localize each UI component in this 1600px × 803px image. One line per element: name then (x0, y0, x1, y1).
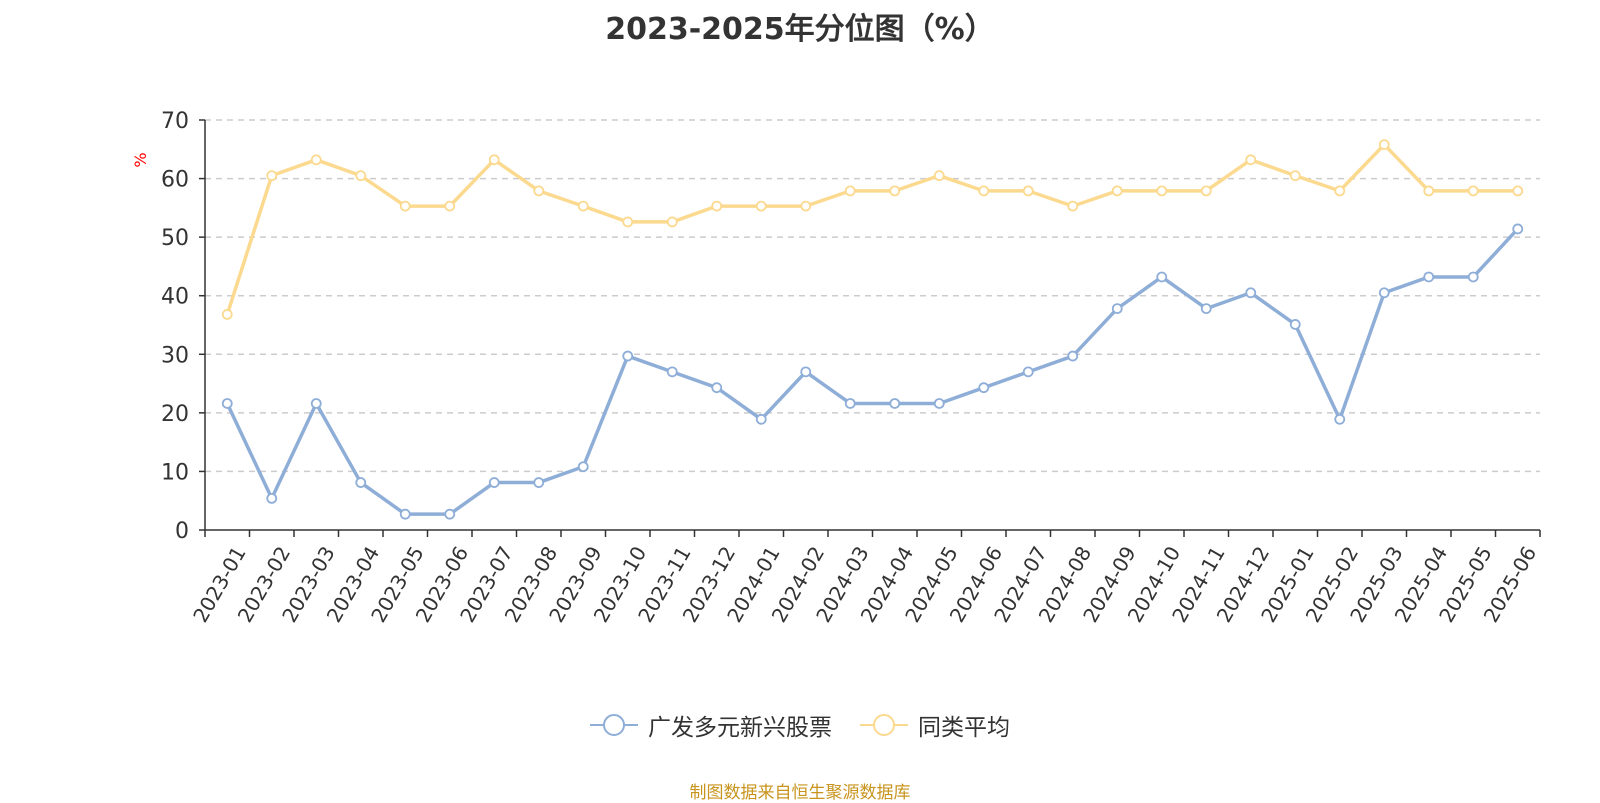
series-1-point-2024-06 (978, 382, 990, 394)
series-1-point-2023-03 (310, 398, 322, 409)
series-2-point-2023-02 (266, 170, 278, 182)
chart-title: 2023-2025年分位图（%） (605, 12, 995, 47)
series-2-point-2023-10 (622, 216, 634, 228)
series-1-point-2023-12 (711, 382, 723, 394)
series-2-point-2023-06 (444, 200, 456, 212)
legend-item-series-2[interactable]: 同类平均 (860, 708, 1010, 742)
series-2-point-2024-10 (1156, 185, 1168, 197)
series-2-point-2024-11 (1200, 185, 1212, 197)
series-1-point-2024-11 (1200, 303, 1212, 315)
series-1-point-2025-06 (1512, 223, 1524, 235)
series-1-point-2024-12 (1245, 287, 1257, 299)
series-1-point-2023-10 (622, 350, 634, 362)
series-1-point-2024-05 (933, 398, 945, 409)
series-2-point-2025-03 (1378, 139, 1390, 151)
y-tick-label-50: 50 (161, 226, 189, 251)
y-tick-label-10: 10 (161, 460, 189, 485)
axes (204, 120, 1540, 531)
series-2-point-2024-01 (755, 200, 767, 212)
series-2-point-2025-01 (1289, 170, 1301, 182)
series-2-point-2024-12 (1245, 154, 1257, 166)
series-2-point-2023-01 (221, 309, 233, 320)
series-1-point-2024-07 (1022, 366, 1034, 378)
series-2-point-2023-11 (666, 216, 678, 228)
series-1-point-2025-05 (1467, 271, 1479, 283)
series-2 (221, 139, 1524, 320)
series-1-point-2025-02 (1334, 413, 1346, 425)
series-1-point-2024-08 (1067, 350, 1079, 362)
series-2-point-2023-05 (399, 200, 411, 212)
y-axis-unit: % (131, 152, 150, 167)
series-1-point-2024-03 (844, 398, 856, 409)
series-2-point-2024-06 (978, 185, 990, 197)
series-2-point-2023-04 (355, 170, 367, 182)
legend-label-series-2: 同类平均 (918, 715, 1010, 741)
y-tick-label-60: 60 (161, 168, 189, 193)
series-2-point-2024-09 (1111, 185, 1123, 197)
series-2-point-2025-02 (1334, 185, 1346, 197)
series-1 (221, 223, 1524, 520)
line-chart: 0 10 20 30 40 50 60 70 2023-012023-022023-03202… (131, 109, 1541, 626)
series-2-point-2023-08 (533, 185, 545, 197)
series-2-point-2024-05 (933, 170, 945, 182)
legend-item-series-1[interactable]: 广发多元新兴股票 (590, 708, 832, 742)
x-tick-labels: 2023-012023-022023-032023-042023-052023-… (188, 530, 1541, 626)
series-2-point-2023-12 (711, 200, 723, 212)
y-tick-labels: 0 10 20 30 40 50 60 70 (161, 109, 205, 544)
grid-lines (205, 119, 1540, 473)
series-2-point-2025-06 (1512, 185, 1524, 197)
series-1-point-2024-01 (755, 413, 767, 425)
y-tick-label-20: 20 (161, 402, 189, 427)
series-2-point-2025-04 (1423, 185, 1435, 197)
series-1-point-2024-09 (1111, 303, 1123, 315)
series-1-point-2023-01 (221, 398, 233, 409)
series-2-line (225, 142, 1518, 315)
series-2-point-2024-07 (1022, 185, 1034, 197)
series-1-point-2025-04 (1423, 271, 1435, 283)
y-tick-label-40: 40 (161, 285, 189, 310)
series-2-point-2025-05 (1467, 185, 1479, 197)
series-2-point-2024-03 (844, 185, 856, 197)
legend: 广发多元新兴股票 同类平均 (0, 708, 1600, 742)
series-2-point-2024-04 (889, 185, 901, 197)
series-group (221, 139, 1524, 520)
series-1-point-2023-08 (533, 477, 545, 488)
y-tick-label-30: 30 (161, 343, 189, 368)
series-2-point-2023-09 (577, 200, 589, 212)
legend-marker-series-1 (590, 714, 638, 736)
series-1-line (225, 227, 1520, 516)
y-tick-label-0: 0 (175, 519, 189, 544)
legend-marker-series-2 (860, 714, 908, 736)
series-1-point-2023-02 (266, 492, 278, 504)
series-1-point-2025-03 (1378, 287, 1390, 299)
data-source-note: 制图数据来自恒生聚源数据库 (689, 783, 911, 803)
series-2-point-2024-02 (800, 200, 812, 212)
y-tick-label-70: 70 (161, 109, 189, 134)
legend-label-series-1: 广发多元新兴股票 (648, 715, 832, 741)
series-1-point-2023-04 (355, 477, 367, 488)
series-2-point-2023-03 (310, 154, 322, 166)
series-1-point-2023-11 (666, 366, 678, 378)
series-1-point-2023-07 (488, 477, 500, 488)
series-1-point-2024-02 (800, 366, 812, 378)
series-1-point-2023-05 (399, 508, 411, 520)
series-1-point-2024-10 (1156, 271, 1168, 283)
series-1-point-2025-01 (1289, 319, 1301, 330)
series-2-point-2024-08 (1067, 200, 1079, 212)
series-1-point-2024-04 (889, 398, 901, 409)
series-1-point-2023-09 (577, 461, 589, 473)
series-1-point-2023-06 (444, 508, 456, 520)
series-2-point-2023-07 (488, 154, 500, 166)
